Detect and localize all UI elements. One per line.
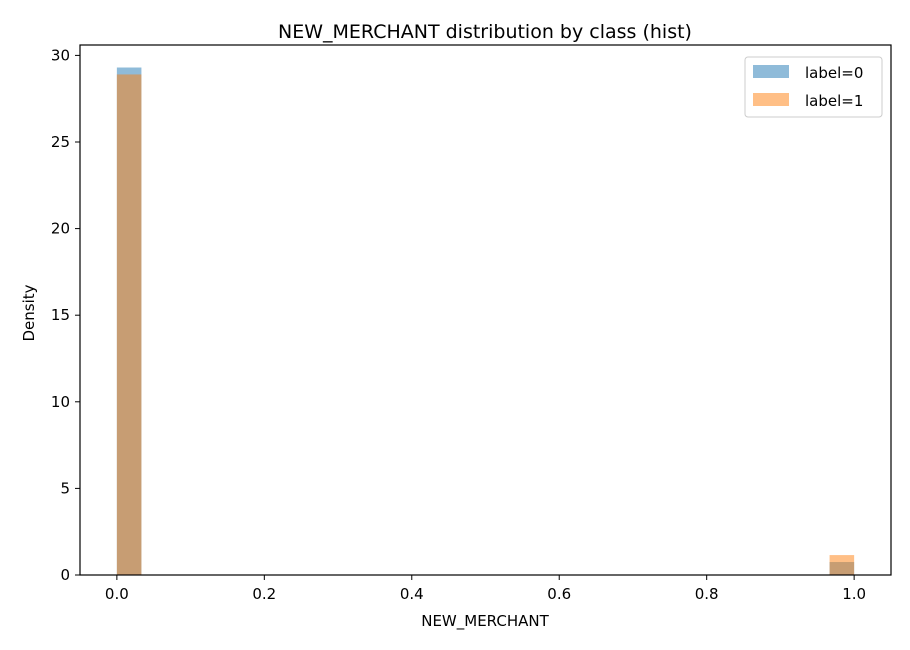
- bar-series-1-bin-0: [116, 74, 142, 575]
- x-axis-label: NEW_MERCHANT: [421, 612, 549, 631]
- x-tick-label: 0.4: [400, 585, 424, 603]
- legend-label-1: label=1: [805, 92, 863, 110]
- y-axis-label: Density: [20, 284, 38, 341]
- y-tick-label: 10: [51, 393, 70, 411]
- legend-label-0: label=0: [805, 64, 863, 82]
- y-tick-label: 20: [51, 220, 70, 238]
- y-tick-label: 5: [60, 479, 70, 497]
- y-tick-label: 30: [51, 46, 70, 64]
- chart-title: NEW_MERCHANT distribution by class (hist…: [278, 21, 692, 43]
- x-axis-ticks: 0.0 0.2 0.4 0.6 0.8 1.0: [105, 575, 866, 603]
- x-tick-label: 1.0: [842, 585, 866, 603]
- plot-frame: [79, 44, 892, 576]
- y-tick-label: 25: [51, 133, 70, 151]
- bar-series-1-bin-1: [829, 555, 855, 575]
- x-tick-label: 0.2: [252, 585, 276, 603]
- legend-swatch-label-1: [753, 93, 789, 106]
- bars-layer: [116, 67, 855, 575]
- x-tick-label: 0.8: [695, 585, 719, 603]
- y-tick-label: 15: [51, 306, 70, 324]
- legend: label=0 label=1: [744, 56, 883, 118]
- legend-swatch-label-0: [753, 65, 789, 78]
- y-axis-ticks: 0 5 10 15 20 25 30: [51, 46, 80, 584]
- x-tick-label: 0.0: [105, 585, 129, 603]
- y-tick-label: 0: [60, 566, 70, 584]
- x-tick-label: 0.6: [547, 585, 571, 603]
